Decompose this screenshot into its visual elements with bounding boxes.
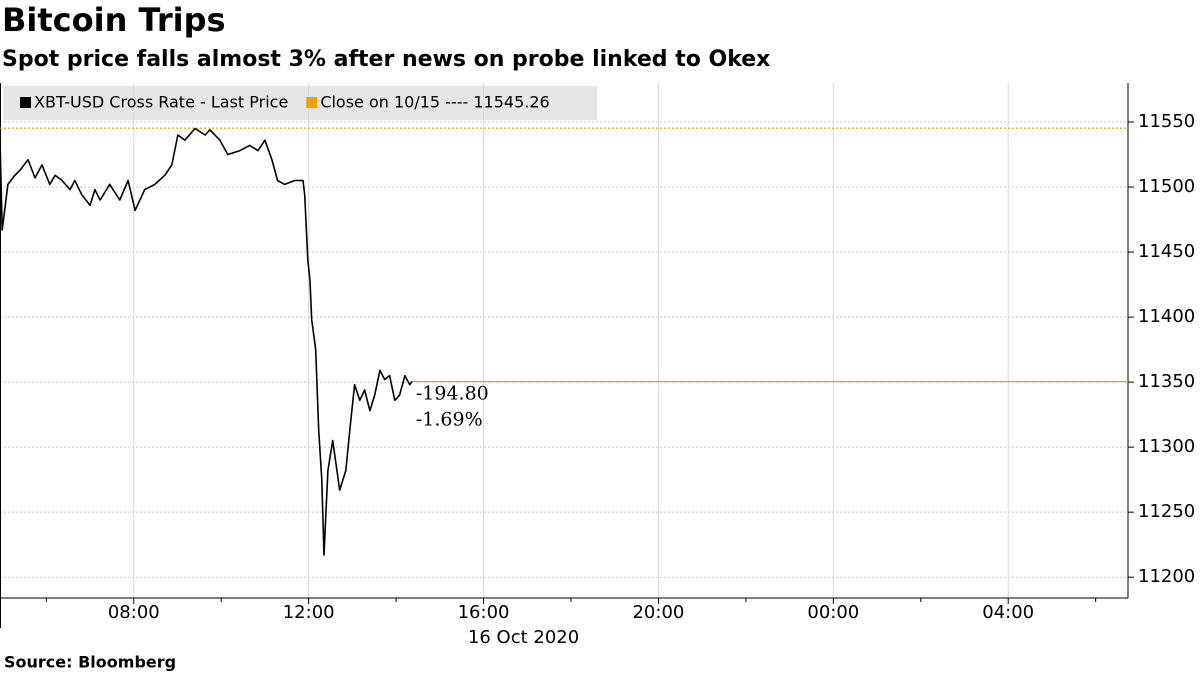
x-tick-label: 04:00 [982,602,1034,623]
y-tick-label: 11200 [1138,566,1195,587]
legend-label: Close on 10/15 ---- 11545.26 [320,93,549,112]
y-tick-label: 11450 [1138,241,1195,262]
x-tick-label: 08:00 [108,602,160,623]
x-date-label: 16 Oct 2020 [468,627,579,648]
y-tick-label: 11550 [1138,111,1195,132]
chart-title: Bitcoin Trips [2,1,226,39]
x-tick-label: 20:00 [632,602,684,623]
legend-swatch [20,97,31,108]
y-tick-label: 11350 [1138,371,1195,392]
price-line [0,127,413,556]
x-tick-label: 16:00 [458,602,510,623]
chart-subtitle: Spot price falls almost 3% after news on… [2,47,770,72]
y-tick-label: 11300 [1138,436,1195,457]
legend-label: XBT-USD Cross Rate - Last Price [34,93,288,112]
annotation: -194.80 [416,383,489,405]
x-tick-label: 00:00 [807,602,859,623]
legend-box [3,86,597,120]
legend-swatch [306,97,318,108]
y-tick-label: 11500 [1138,176,1195,197]
y-tick-label: 11250 [1138,501,1195,522]
source: Source: Bloomberg [4,653,176,672]
x-tick-label: 12:00 [283,602,335,623]
annotation: -1.69% [416,409,483,431]
y-tick-label: 11400 [1138,306,1195,327]
